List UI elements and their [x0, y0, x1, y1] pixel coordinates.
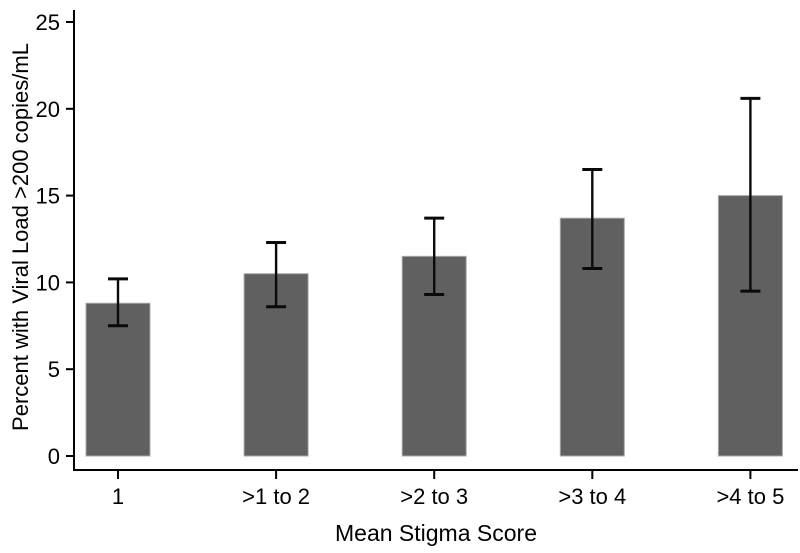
x-tick-label: >1 to 2: [242, 484, 310, 509]
y-tick-label: 5: [48, 357, 60, 382]
x-axis-title: Mean Stigma Score: [335, 520, 537, 546]
y-tick-label: 20: [36, 97, 60, 122]
bar: [85, 302, 151, 457]
y-axis-title: Percent with Viral Load >200 copies/mL: [8, 43, 33, 431]
x-tick-label: >2 to 3: [400, 484, 468, 509]
x-tick-label: 1: [112, 484, 124, 509]
y-tick-label: 15: [36, 184, 60, 209]
y-tick-label: 0: [48, 444, 60, 469]
y-tick-label: 10: [36, 270, 60, 295]
x-tick-label: >3 to 4: [558, 484, 626, 509]
x-tick-label: >4 to 5: [716, 484, 784, 509]
y-tick-label: 25: [36, 10, 60, 35]
